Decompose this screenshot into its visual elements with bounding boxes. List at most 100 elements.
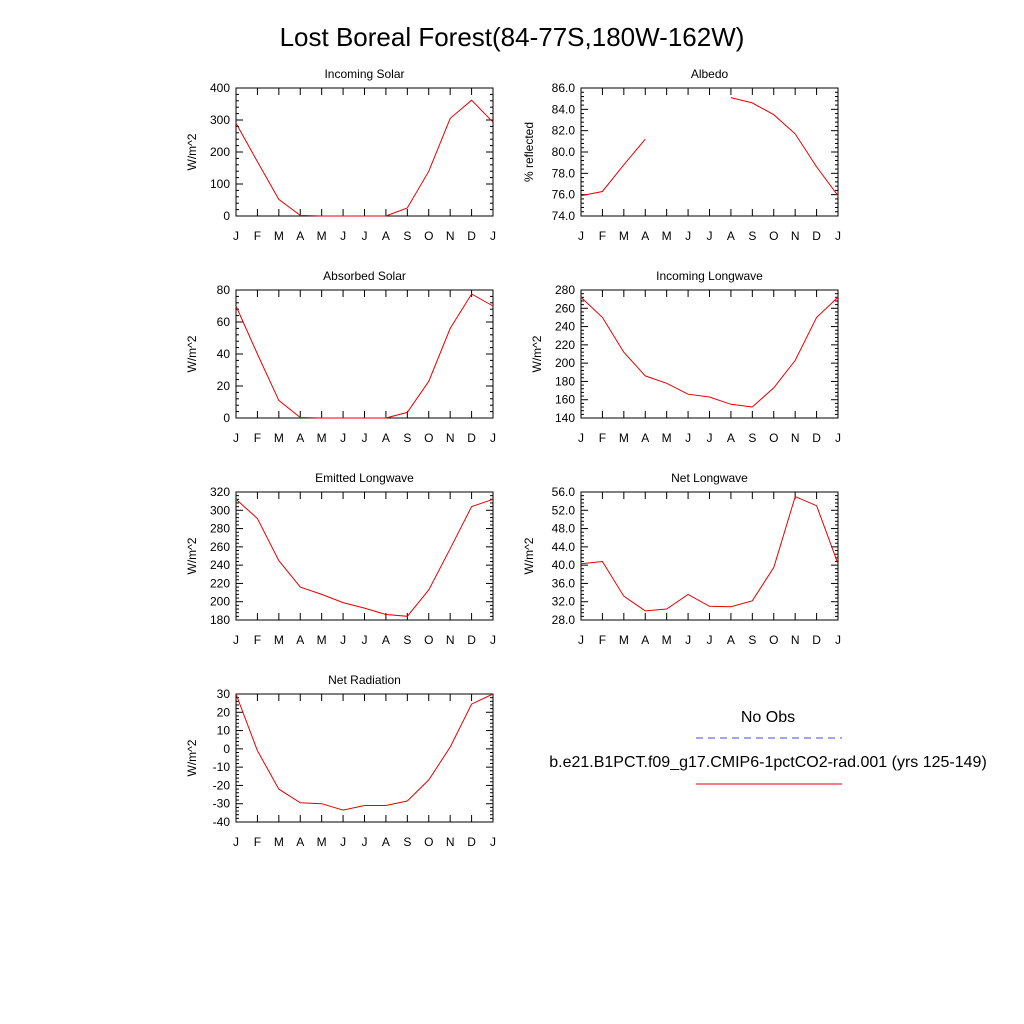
y-tick-label: 76.0 bbox=[552, 188, 576, 202]
y-axis-label: W/m^2 bbox=[185, 739, 199, 776]
x-tick-label: J bbox=[490, 633, 496, 647]
x-tick-label: M bbox=[317, 835, 327, 849]
panel-title: Net Radiation bbox=[328, 673, 401, 687]
y-tick-label: 220 bbox=[555, 338, 575, 352]
series-line-0-segment-0 bbox=[580, 138, 646, 197]
x-tick-label: M bbox=[619, 633, 629, 647]
legend-model-label: b.e21.B1PCT.f09_g17.CMIP6-1pctCO2-rad.00… bbox=[549, 754, 987, 771]
x-tick-label: D bbox=[467, 229, 476, 243]
x-tick-label: S bbox=[403, 835, 411, 849]
x-tick-label: J bbox=[340, 633, 346, 647]
x-tick-label: J bbox=[578, 431, 584, 445]
x-tick-label: A bbox=[296, 431, 304, 445]
x-tick-label: J bbox=[362, 835, 368, 849]
y-axis-label: % reflected bbox=[522, 122, 536, 182]
x-tick-label: A bbox=[296, 835, 304, 849]
panel-title: Albedo bbox=[691, 67, 729, 81]
x-tick-label: A bbox=[727, 431, 735, 445]
x-tick-label: J bbox=[490, 229, 496, 243]
x-tick-label: A bbox=[727, 633, 735, 647]
y-tick-label: 10 bbox=[217, 724, 231, 738]
y-tick-label: 300 bbox=[210, 503, 230, 517]
x-tick-label: J bbox=[340, 229, 346, 243]
x-tick-label: N bbox=[446, 633, 455, 647]
x-tick-label: O bbox=[769, 431, 778, 445]
x-tick-label: D bbox=[812, 229, 821, 243]
y-tick-label: 40 bbox=[217, 347, 231, 361]
x-tick-label: M bbox=[662, 229, 672, 243]
x-tick-label: O bbox=[424, 835, 433, 849]
x-tick-label: M bbox=[619, 431, 629, 445]
y-tick-label: 100 bbox=[210, 177, 230, 191]
y-tick-label: 280 bbox=[210, 522, 230, 536]
x-tick-label: M bbox=[274, 633, 284, 647]
x-tick-label: O bbox=[424, 431, 433, 445]
x-tick-label: J bbox=[685, 229, 691, 243]
x-tick-label: J bbox=[835, 633, 841, 647]
x-tick-label: N bbox=[446, 229, 455, 243]
x-tick-label: J bbox=[340, 835, 346, 849]
y-tick-label: 180 bbox=[210, 613, 230, 627]
x-tick-label: A bbox=[296, 229, 304, 243]
x-tick-label: F bbox=[599, 633, 606, 647]
x-tick-label: S bbox=[403, 431, 411, 445]
panel-title: Incoming Solar bbox=[324, 67, 404, 81]
panel-5: Net Longwave W/m^2 28.0 32.0 36.0 40.0 44.0 48.… bbox=[522, 471, 841, 647]
y-tick-label: 84.0 bbox=[552, 102, 576, 116]
x-tick-label: F bbox=[254, 431, 261, 445]
x-tick-label: J bbox=[685, 633, 691, 647]
x-tick-label: O bbox=[424, 229, 433, 243]
y-tick-label: 200 bbox=[210, 145, 230, 159]
x-tick-label: D bbox=[467, 835, 476, 849]
y-tick-label: 82.0 bbox=[552, 124, 576, 138]
x-tick-label: J bbox=[362, 431, 368, 445]
y-tick-label: 260 bbox=[210, 540, 230, 554]
y-tick-label: 80.0 bbox=[552, 145, 576, 159]
x-tick-label: A bbox=[641, 229, 649, 243]
x-tick-label: O bbox=[424, 633, 433, 647]
y-tick-label: 28.0 bbox=[552, 613, 576, 627]
x-tick-label: J bbox=[340, 431, 346, 445]
x-tick-label: O bbox=[769, 633, 778, 647]
x-tick-label: J bbox=[233, 229, 239, 243]
y-tick-label: -30 bbox=[213, 797, 231, 811]
x-tick-label: J bbox=[233, 835, 239, 849]
x-tick-label: D bbox=[467, 431, 476, 445]
y-tick-label: 260 bbox=[555, 301, 575, 315]
x-tick-label: M bbox=[317, 633, 327, 647]
x-tick-label: A bbox=[382, 431, 390, 445]
legend-obs-label: No Obs bbox=[741, 709, 795, 726]
y-tick-label: 60 bbox=[217, 315, 231, 329]
y-tick-label: 56.0 bbox=[552, 485, 576, 499]
panel-title: Incoming Longwave bbox=[656, 269, 763, 283]
y-axis-label: W/m^2 bbox=[185, 537, 199, 574]
y-tick-label: 320 bbox=[210, 485, 230, 499]
x-tick-label: M bbox=[662, 633, 672, 647]
y-tick-label: 30 bbox=[217, 687, 231, 701]
x-tick-label: N bbox=[446, 835, 455, 849]
y-tick-label: -10 bbox=[213, 760, 231, 774]
x-tick-label: A bbox=[296, 633, 304, 647]
x-tick-label: M bbox=[317, 431, 327, 445]
panel-3: Incoming Longwave W/m^2 140 160 180 200 220 240… bbox=[530, 269, 841, 445]
x-tick-label: J bbox=[707, 229, 713, 243]
series-line-0-segment-0 bbox=[580, 495, 839, 612]
x-tick-label: A bbox=[382, 835, 390, 849]
x-tick-label: N bbox=[791, 431, 800, 445]
x-tick-label: M bbox=[317, 229, 327, 243]
panel-4: Emitted Longwave W/m^2 180 200 220 240 260 280 3… bbox=[185, 471, 496, 647]
x-tick-label: O bbox=[769, 229, 778, 243]
x-tick-label: J bbox=[835, 431, 841, 445]
x-tick-label: J bbox=[233, 633, 239, 647]
y-axis-label: W/m^2 bbox=[522, 537, 536, 574]
plot-frame bbox=[235, 693, 494, 823]
x-tick-label: J bbox=[578, 229, 584, 243]
plot-frame bbox=[580, 491, 839, 621]
x-tick-label: S bbox=[403, 229, 411, 243]
y-tick-label: -20 bbox=[213, 778, 231, 792]
x-tick-label: D bbox=[812, 431, 821, 445]
y-tick-label: 400 bbox=[210, 81, 230, 95]
